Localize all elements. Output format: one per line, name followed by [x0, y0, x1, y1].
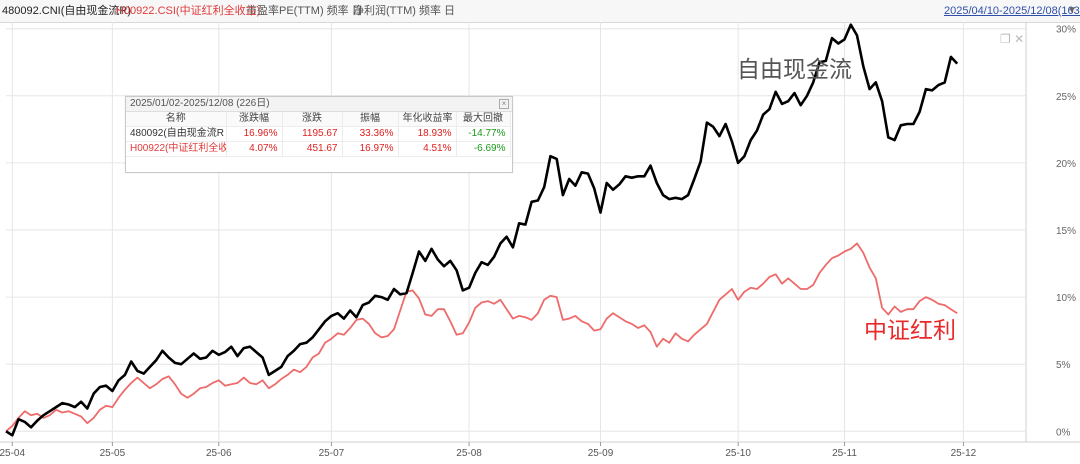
stats-row-series1[interactable]: 480092(自由现金流R 16.96% 1195.67 33.36% 18.9…	[126, 126, 511, 142]
series2-header-label[interactable]: H00922.CSI(中证红利全收益)	[116, 5, 261, 17]
col-drawdown: 最大回撤	[456, 112, 511, 127]
x-tick-label: 25-07	[319, 448, 345, 459]
x-tick-label: 25-09	[588, 448, 614, 459]
annotation-csi-dividend: 中证红利	[864, 318, 956, 344]
close-icon[interactable]: ✕	[1014, 32, 1025, 46]
stats-box-header: 2025/01/02-2025/12/08 (226日) ×	[126, 97, 512, 112]
series-line-1	[5, 23, 959, 437]
line-chart: 0% 5% 10% 15% 20% 25% 30% 25-04 25-05 25-06 25-07 2…	[0, 22, 1080, 459]
row2-amplitude: 16.97%	[342, 141, 399, 157]
x-tick-label: 25-06	[206, 448, 232, 459]
stats-close-icon[interactable]: ×	[499, 99, 509, 109]
stats-row-series2[interactable]: H00922(中证红利全收 4.07% 451.67 16.97% 4.51% …	[126, 141, 511, 157]
stats-header-row: 名称 涨跌幅 涨跌 振幅 年化收益率 最大回撤	[126, 112, 511, 127]
dropdown-caret-icon[interactable]: ▼	[1067, 5, 1077, 16]
chart-window-controls: ❐ ✕	[1000, 32, 1024, 46]
x-tick-label: 25-10	[725, 448, 751, 459]
row1-amplitude: 33.36%	[342, 126, 399, 142]
row1-drawdown: -14.77%	[456, 126, 511, 142]
col-annual: 年化收益率	[398, 112, 457, 127]
row1-annual: 18.93%	[398, 126, 457, 142]
date-range-link[interactable]: 2025/04/10-2025/12/08(163日)	[944, 5, 1080, 17]
x-tick-label: 25-08	[456, 448, 482, 459]
row1-change-pct: 16.96%	[226, 126, 283, 142]
y-tick-label: 5%	[1056, 360, 1071, 371]
x-tick-label: 25-05	[100, 448, 126, 459]
row2-name: H00922(中证红利全收	[126, 141, 227, 157]
row2-drawdown: -6.69%	[456, 141, 511, 157]
chart-header-bar: 480092.CNI(自由现金流R) H00922.CSI(中证红利全收益) 市…	[0, 0, 1080, 23]
row1-change: 1195.67	[282, 126, 343, 142]
row2-change-pct: 4.07%	[226, 141, 283, 157]
y-tick-label: 10%	[1056, 293, 1076, 304]
y-tick-label: 15%	[1056, 226, 1076, 237]
col-change-pct: 涨跌幅	[226, 112, 283, 127]
stats-box: 2025/01/02-2025/12/08 (226日) × 名称 涨跌幅 涨跌…	[125, 96, 513, 173]
stats-table: 名称 涨跌幅 涨跌 振幅 年化收益率 最大回撤 480092(自由现金流R 16…	[126, 112, 511, 157]
row2-annual: 4.51%	[398, 141, 457, 157]
x-tick-label: 25-12	[951, 448, 977, 459]
x-tick-label: 25-11	[832, 448, 857, 459]
profit-header-label[interactable]: 净利润(TTM) 频率 日	[353, 5, 456, 17]
y-tick-label: 25%	[1056, 92, 1076, 103]
col-name: 名称	[126, 112, 227, 127]
row1-name: 480092(自由现金流R	[126, 126, 227, 142]
annotation-free-cashflow: 自由现金流	[737, 57, 852, 83]
restore-icon[interactable]: ❐	[1000, 32, 1011, 46]
y-tick-label: 30%	[1056, 25, 1076, 36]
col-amplitude: 振幅	[342, 112, 399, 127]
series1-header-label[interactable]: 480092.CNI(自由现金流R)	[2, 5, 131, 17]
y-tick-label: 0%	[1056, 427, 1071, 438]
y-tick-label: 20%	[1056, 159, 1076, 170]
series-line-2	[5, 242, 958, 432]
stats-box-title: 2025/01/02-2025/12/08 (226日)	[130, 98, 270, 109]
x-tick-label: 25-04	[0, 448, 25, 459]
col-change: 涨跌	[282, 112, 343, 127]
pe-header-label[interactable]: 市盈率PE(TTM) 频率 日	[246, 5, 363, 17]
row2-change: 451.67	[282, 141, 343, 157]
